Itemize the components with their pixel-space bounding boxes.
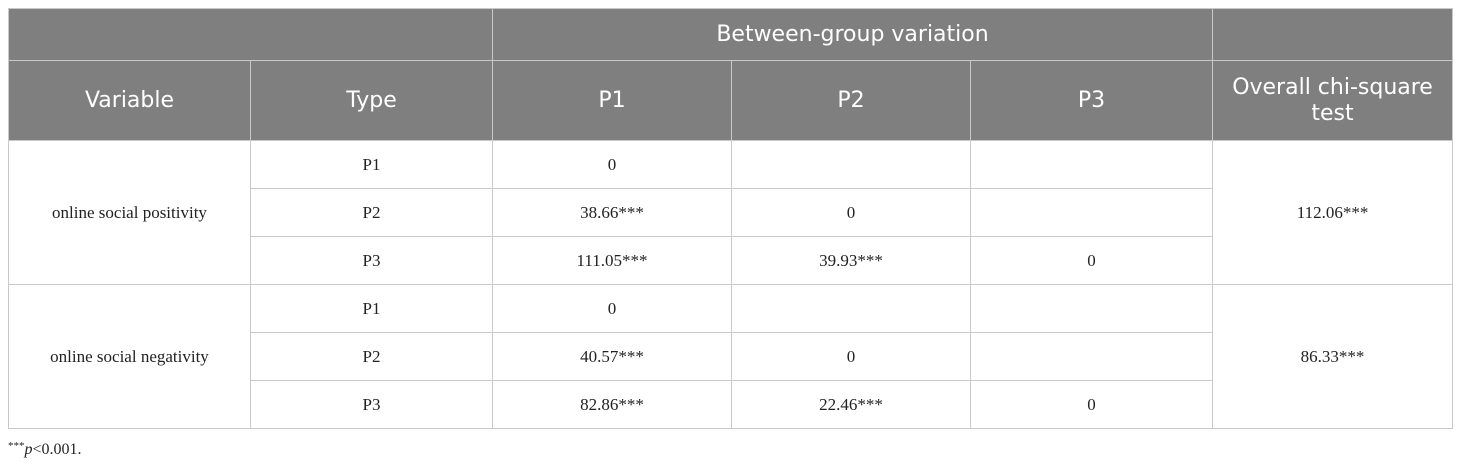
table-row: online social negativity P1 0 86.33*** xyxy=(8,284,1454,429)
header-blank xyxy=(1212,8,1454,61)
type-cell: P2 xyxy=(250,188,493,237)
variable-cell: online social positivity xyxy=(8,140,251,285)
value-cell xyxy=(969,332,1214,381)
column-header: Variable xyxy=(8,60,251,141)
column-header: Overall chi-square test xyxy=(1212,60,1454,141)
group-header: Between-group variation xyxy=(491,8,1214,61)
value-cell: 39.93*** xyxy=(731,236,971,285)
value-cell: 111.05*** xyxy=(492,236,732,285)
overall-cell: 86.33*** xyxy=(1212,284,1454,429)
table-row: P3 82.86*** 22.46*** 0 xyxy=(9,380,1453,429)
overall-cell: 112.06*** xyxy=(1212,140,1454,285)
type-cell: P1 xyxy=(250,140,493,189)
column-header: Type xyxy=(250,60,493,141)
footnote-text: <0.001. xyxy=(32,441,82,458)
table-row: online social positivity P1 0 112.06*** xyxy=(8,140,1454,285)
value-cell xyxy=(969,284,1214,333)
footnote-stars: *** xyxy=(8,440,25,452)
value-cell xyxy=(969,140,1214,189)
type-cell: P3 xyxy=(250,380,493,429)
column-header: P2 xyxy=(731,60,971,141)
variable-cell: online social negativity xyxy=(8,284,251,429)
value-cell: 0 xyxy=(969,236,1214,285)
value-cell: 0 xyxy=(731,332,971,381)
value-cell: 40.57*** xyxy=(492,332,732,381)
type-cell: P3 xyxy=(250,236,493,285)
column-header: P1 xyxy=(492,60,732,141)
value-cell: 0 xyxy=(492,140,732,189)
type-cell: P2 xyxy=(250,332,493,381)
value-cell xyxy=(969,188,1214,237)
data-table: Between-group variation Variable Type P1 P2… xyxy=(8,8,1454,429)
value-cell: 0 xyxy=(492,284,732,333)
value-cell: 38.66*** xyxy=(492,188,732,237)
header-blank xyxy=(8,8,493,61)
value-cell: 0 xyxy=(969,380,1214,429)
value-cell: 0 xyxy=(731,188,971,237)
column-header: P3 xyxy=(969,60,1214,141)
type-cell: P1 xyxy=(250,284,493,333)
value-cell: 22.46*** xyxy=(731,380,971,429)
value-cell xyxy=(731,140,971,189)
footnote-symbol: p xyxy=(24,441,33,458)
footnote: ***p<0.001. xyxy=(8,440,82,459)
table-row: P3 111.05*** 39.93*** 0 xyxy=(9,236,1453,285)
value-cell xyxy=(731,284,971,333)
value-cell: 82.86*** xyxy=(492,380,732,429)
